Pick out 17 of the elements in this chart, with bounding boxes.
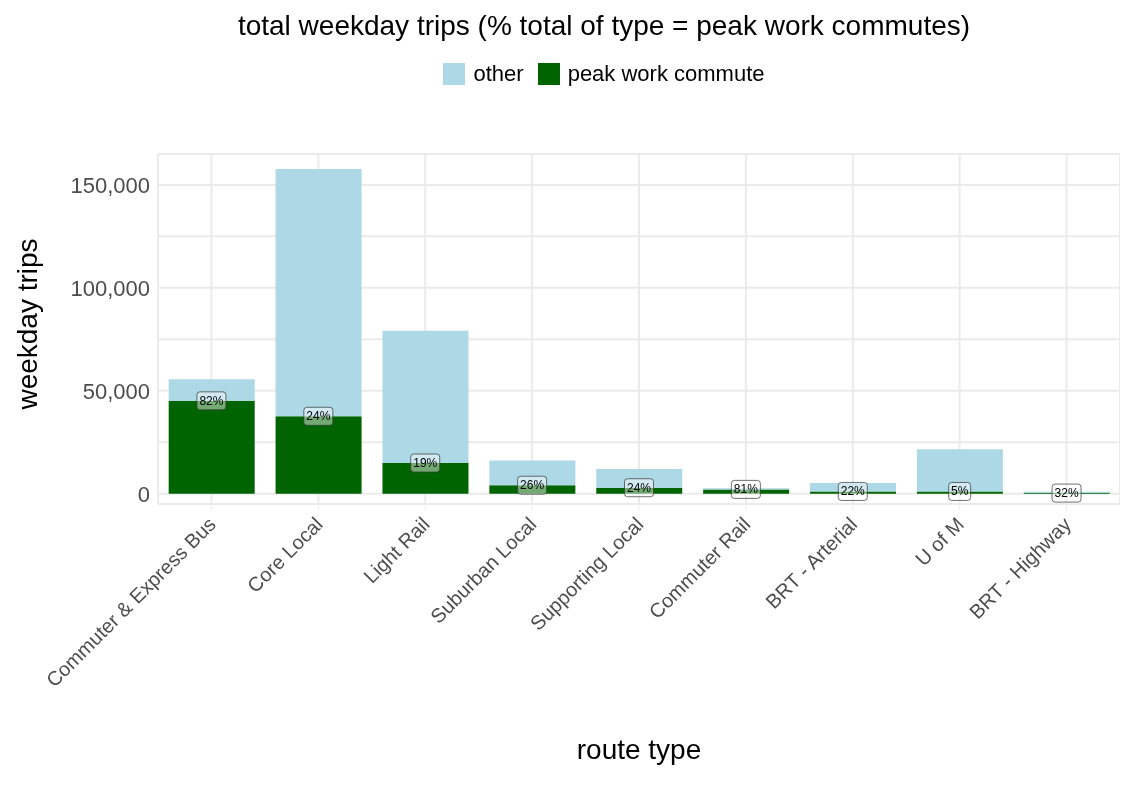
y-tick-label: 150,000 — [70, 172, 150, 198]
annotation: 32% — [1054, 486, 1079, 501]
x-axis-title: route type — [575, 734, 703, 766]
legend-label: peak work commute — [567, 61, 765, 87]
annotation: 26% — [520, 478, 545, 493]
chart-title: total weekday trips (% total of type = peak work commutes) — [236, 9, 972, 43]
annotation: 81% — [733, 482, 759, 497]
annotation: 22% — [840, 484, 866, 499]
annotation: 24% — [626, 480, 652, 495]
annotation: 24% — [306, 409, 331, 424]
legend-label: other — [473, 61, 524, 87]
y-tick-label: 100,000 — [70, 275, 150, 301]
y-tick-label: 50,000 — [82, 378, 150, 404]
annotation: 5% — [950, 484, 969, 499]
y-axis-title: weekday trips — [12, 238, 44, 410]
y-tick-label: 0 — [137, 481, 150, 507]
x-tick-label: U of M — [910, 512, 969, 571]
